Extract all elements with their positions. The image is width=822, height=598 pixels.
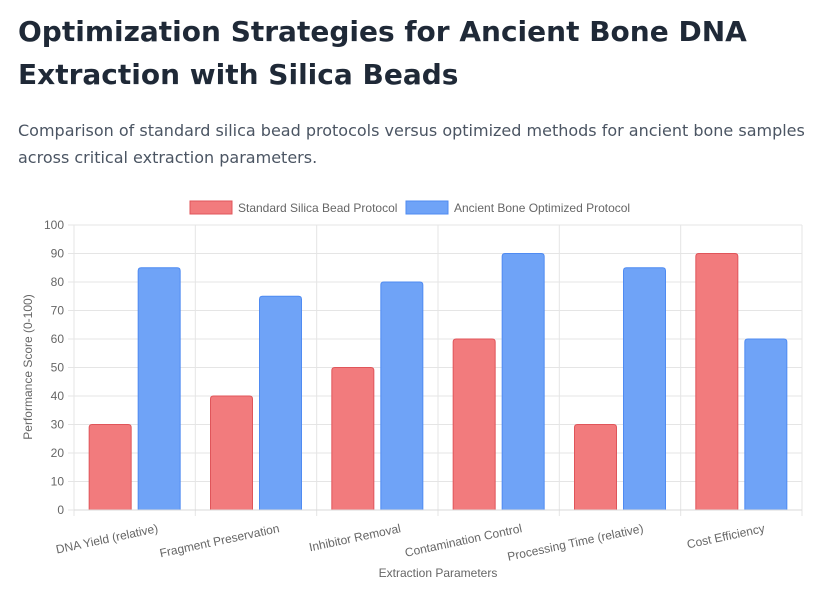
bar-standard[interactable] xyxy=(695,253,739,511)
x-tick-label: DNA Yield (relative) xyxy=(55,521,160,556)
legend-swatch[interactable] xyxy=(405,200,449,215)
x-axis-title: Extraction Parameters xyxy=(379,566,498,580)
bar-standard[interactable] xyxy=(331,367,375,511)
y-tick-label: 100 xyxy=(44,218,64,232)
y-tick-label: 70 xyxy=(51,304,65,318)
y-tick-label: 50 xyxy=(51,361,65,375)
x-tick-label: Fragment Preservation xyxy=(158,521,280,560)
chart-bars xyxy=(88,253,788,511)
chart-legend[interactable]: Standard Silica Bead Protocol Ancient Bon… xyxy=(189,200,630,215)
y-tick-label: 10 xyxy=(51,475,65,489)
x-tick-label: Inhibitor Removal xyxy=(308,521,402,554)
y-tick-label: 0 xyxy=(57,503,64,517)
y-tick-label: 20 xyxy=(51,446,65,460)
y-tick-label: 30 xyxy=(51,418,65,432)
y-tick-label: 60 xyxy=(51,332,65,346)
bar-optimized[interactable] xyxy=(259,295,302,511)
bar-standard[interactable] xyxy=(88,424,132,511)
bar-standard[interactable] xyxy=(210,395,253,511)
bar-optimized[interactable] xyxy=(380,281,424,511)
bar-optimized[interactable] xyxy=(137,267,181,511)
legend-label[interactable]: Standard Silica Bead Protocol xyxy=(238,201,397,215)
x-tick-label: Contamination Control xyxy=(404,521,524,560)
bar-optimized[interactable] xyxy=(744,338,788,511)
x-tick-label: Processing Time (relative) xyxy=(506,521,645,564)
page-title: Optimization Strategies for Ancient Bone… xyxy=(18,15,747,91)
legend-label[interactable]: Ancient Bone Optimized Protocol xyxy=(454,201,630,215)
y-axis-title: Performance Score (0-100) xyxy=(21,294,35,439)
bar-standard[interactable] xyxy=(574,424,617,511)
bar-optimized[interactable] xyxy=(623,267,666,511)
y-tick-label: 90 xyxy=(51,247,65,261)
x-tick-label: Cost Efficiency xyxy=(686,521,766,551)
page-description: Comparison of standard silica bead proto… xyxy=(18,121,805,167)
legend-swatch[interactable] xyxy=(189,200,233,215)
bar-optimized[interactable] xyxy=(501,253,545,511)
y-tick-label: 40 xyxy=(51,389,65,403)
y-tick-label: 80 xyxy=(51,275,65,289)
bar-standard[interactable] xyxy=(452,338,496,511)
